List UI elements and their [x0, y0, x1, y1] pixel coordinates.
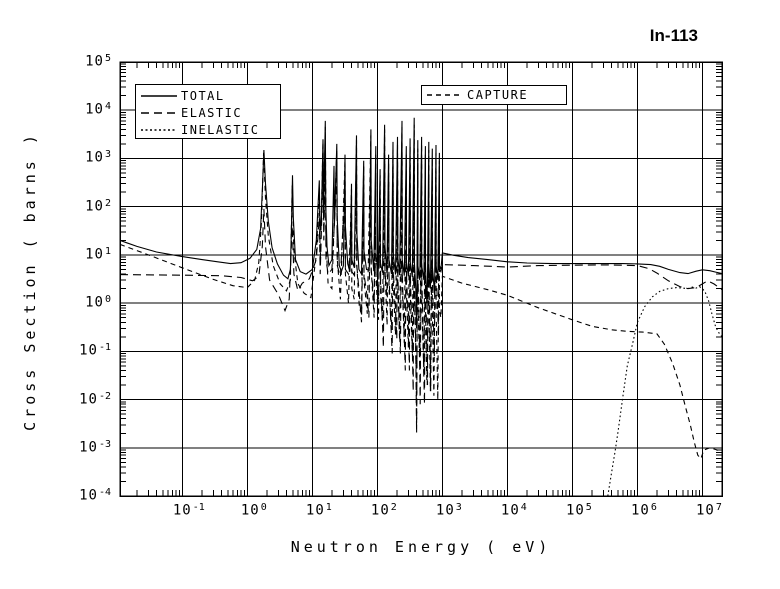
y-tick-label-10e-2: 10-2	[79, 390, 111, 408]
y-tick-label-10e3: 103	[85, 149, 111, 167]
x-tick-label-10e5: 105	[565, 502, 592, 519]
x-tick-label-10e4: 104	[500, 502, 527, 519]
elastic-line-sample-icon	[141, 111, 177, 114]
x-tick-label-10e0: 100	[240, 502, 267, 519]
series-elastic-line	[120, 154, 722, 434]
x-tick-label-10e6: 106	[630, 502, 657, 519]
y-tick-label-10e5: 105	[85, 53, 111, 70]
y-tick-label-10e-4: 10-4	[79, 487, 111, 504]
series-total-line	[120, 117, 722, 329]
legend-label-elastic: ELASTIC	[181, 105, 243, 120]
legend-entry-inelastic: INELASTIC	[136, 121, 280, 138]
x-tick-label-10e2: 102	[370, 502, 397, 519]
legend-label-capture: CAPTURE	[467, 88, 529, 102]
plot-frame	[119, 61, 723, 497]
legend-entry-total: TOTAL	[136, 87, 280, 104]
total-line-sample-icon	[141, 94, 177, 97]
y-axis-title: Cross Section ( barns )	[21, 131, 39, 431]
y-tick-label-10e0: 100	[85, 294, 111, 311]
y-tick-label-10e1: 101	[85, 245, 111, 263]
x-axis-title: Neutron Energy ( eV)	[290, 538, 552, 556]
legend-box-main: TOTAL ELASTIC INELASTIC	[135, 84, 281, 139]
series-inelastic-line	[607, 285, 722, 496]
y-tick-label-10e-3: 10-3	[79, 438, 111, 456]
inelastic-line-sample-icon	[141, 128, 177, 131]
x-tick-label-10e-1: 10-1	[172, 502, 205, 519]
legend-entry-elastic: ELASTIC	[136, 104, 280, 121]
legend-entry-capture: CAPTURE	[422, 86, 528, 104]
legend-box-capture: CAPTURE	[421, 85, 567, 105]
x-tick-label-10e7: 107	[695, 502, 722, 519]
x-tick-label-10e1: 101	[305, 502, 332, 519]
capture-line-sample-icon	[427, 94, 463, 96]
y-tick-label-10e2: 102	[85, 197, 111, 215]
y-tick-label-10e4: 104	[85, 101, 111, 118]
series-capture-line	[120, 124, 722, 460]
legend-label-inelastic: INELASTIC	[181, 122, 260, 137]
x-tick-label-10e3: 103	[435, 502, 462, 519]
y-tick-label-10e-1: 10-1	[79, 342, 111, 359]
legend-label-total: TOTAL	[181, 88, 225, 103]
chart-title: In-113	[649, 26, 698, 45]
